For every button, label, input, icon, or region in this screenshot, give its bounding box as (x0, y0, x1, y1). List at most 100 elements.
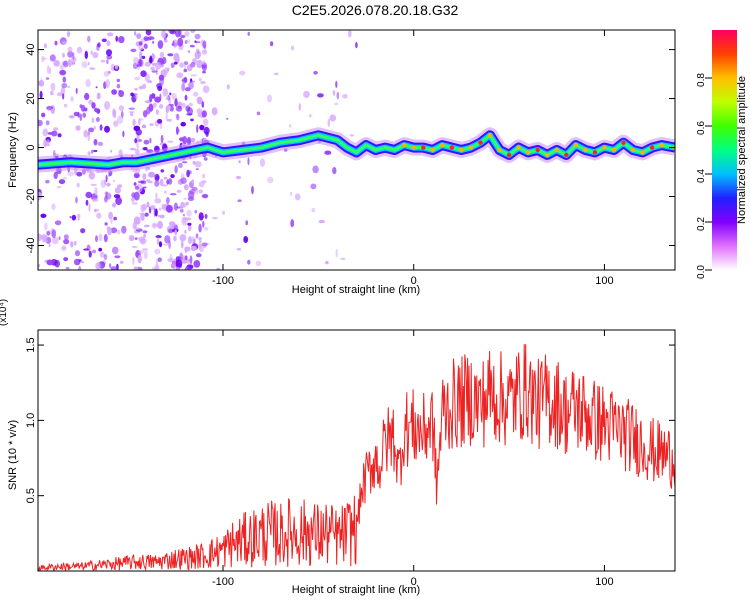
noise-speck (99, 251, 105, 258)
noise-speck (133, 182, 137, 186)
noise-speck (130, 112, 134, 117)
noise-speck (318, 219, 325, 224)
ridge-peak (525, 150, 531, 155)
noise-speck (166, 179, 170, 185)
noise-speck (88, 171, 96, 180)
noise-speck (202, 118, 209, 126)
ridge-peak (535, 147, 540, 153)
noise-speck (113, 120, 119, 127)
noise-speck (111, 246, 119, 255)
y-tick-label: 20 (25, 92, 37, 104)
spectrogram-x-axis-label: Height of straight line (km) (292, 284, 420, 296)
noise-speck (91, 117, 95, 124)
noise-speck (174, 165, 178, 174)
ridge-peak (573, 142, 578, 148)
noise-speck (247, 259, 251, 265)
colorbar-gradient (712, 30, 737, 270)
noise-speck (116, 78, 121, 83)
noise-speck (186, 209, 192, 217)
noise-speck (243, 236, 249, 243)
noise-speck (97, 141, 104, 146)
colorbar-tick-label: 0.8 (696, 73, 707, 87)
noise-speck (96, 92, 101, 100)
noise-speck (134, 31, 137, 36)
noise-speck (129, 147, 136, 151)
noise-speck (92, 52, 99, 59)
noise-speck (74, 240, 77, 246)
noise-speck (96, 212, 102, 219)
noise-speck (196, 96, 203, 105)
noise-speck (176, 126, 179, 135)
noise-speck (93, 138, 98, 146)
noise-speck (114, 65, 118, 70)
noise-speck (140, 204, 146, 213)
noise-speck (174, 97, 178, 107)
noise-speck (176, 72, 184, 79)
noise-speck (180, 177, 187, 184)
noise-speck (103, 253, 108, 261)
noise-speck (355, 41, 358, 49)
noise-speck (174, 30, 181, 38)
noise-speck (134, 137, 138, 144)
noise-speck (136, 141, 139, 150)
noise-speck (62, 76, 67, 83)
noise-speck (82, 112, 87, 118)
noise-speck (38, 119, 43, 127)
noise-speck (165, 96, 169, 101)
noise-speck (150, 66, 155, 71)
noise-speck (143, 36, 149, 41)
noise-speck (87, 35, 91, 43)
noise-speck (93, 149, 98, 153)
noise-speck (46, 230, 51, 236)
noise-speck (238, 160, 241, 164)
noise-speck (76, 171, 83, 177)
noise-speck (179, 137, 185, 142)
noise-speck (110, 266, 118, 270)
ridge-peak (564, 152, 569, 158)
noise-speck (162, 88, 169, 97)
noise-speck (62, 40, 67, 45)
noise-speck (40, 77, 43, 84)
noise-speck (75, 196, 78, 204)
noise-speck (134, 227, 141, 231)
noise-speck (147, 36, 155, 40)
noise-speck (105, 191, 108, 197)
noise-speck (201, 242, 208, 247)
noise-speck (84, 50, 89, 60)
noise-speck (104, 101, 111, 110)
noise-speck (184, 94, 188, 101)
noise-speck (163, 176, 168, 180)
noise-speck (112, 202, 116, 208)
ridge-peak (611, 147, 617, 153)
ridge-peak (583, 147, 588, 153)
noise-speck (132, 62, 138, 70)
noise-speck (133, 172, 140, 179)
noise-speck (70, 241, 74, 248)
spectrogram-frame (37, 29, 676, 271)
noise-speck (193, 260, 201, 268)
noise-speck (141, 124, 147, 129)
noise-speck (46, 139, 50, 147)
noise-speck (178, 105, 182, 109)
noise-speck (180, 121, 186, 127)
noise-speck (101, 38, 107, 43)
noise-speck (152, 40, 155, 44)
noise-speck (168, 228, 174, 234)
spectrogram-content (38, 30, 675, 270)
noise-speck (212, 216, 218, 220)
ridge-peak (621, 140, 626, 145)
noise-speck (88, 203, 91, 213)
y-tick-label: -40 (25, 238, 37, 254)
noise-speck (157, 118, 163, 124)
noise-speck (115, 35, 118, 42)
noise-speck (138, 236, 146, 242)
noise-speck (108, 211, 113, 220)
ridge-peak (506, 152, 512, 158)
noise-speck (202, 220, 205, 228)
noise-speck (189, 255, 193, 265)
noise-speck (134, 237, 138, 240)
noise-speck (237, 199, 242, 202)
noise-speck (190, 236, 196, 244)
noise-speck (190, 74, 198, 77)
noise-speck (107, 32, 114, 37)
